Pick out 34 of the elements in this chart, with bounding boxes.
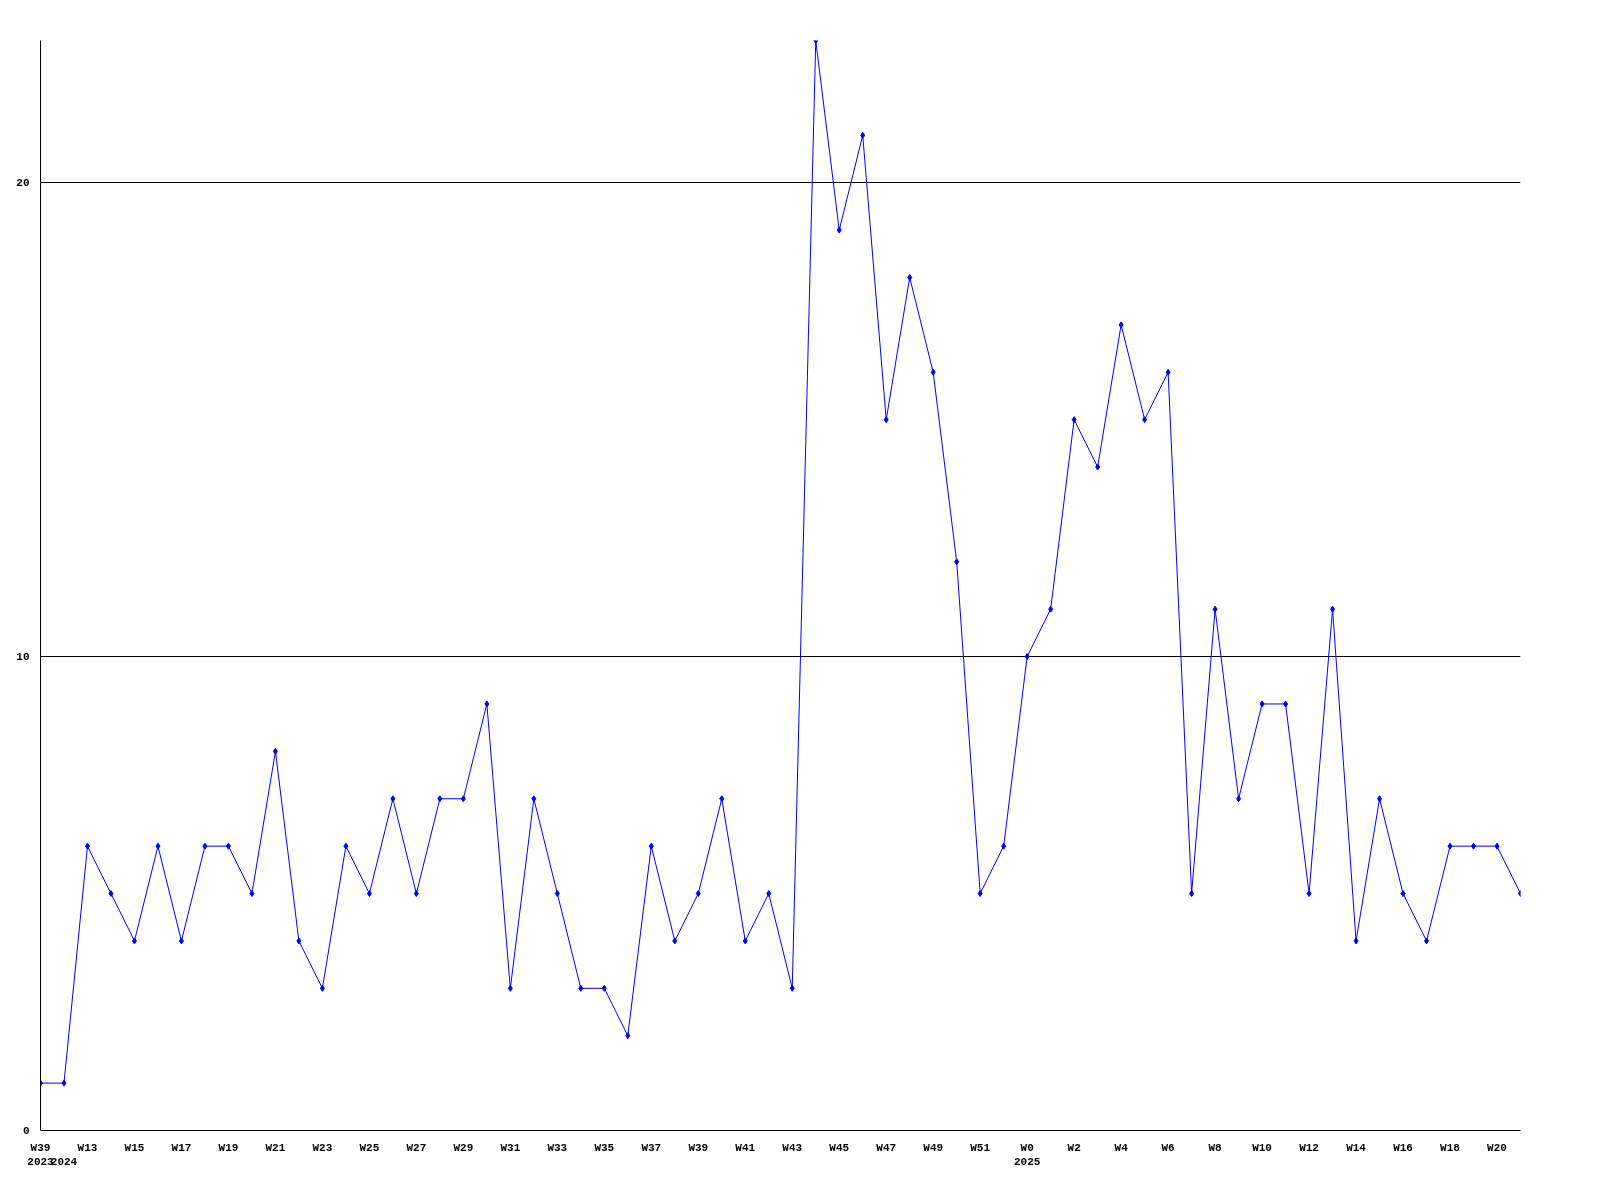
x-tick-label: W12: [1299, 1141, 1319, 1154]
x-tick-label: W33: [547, 1141, 568, 1154]
x-tick-label: W35: [594, 1141, 615, 1154]
x-tick-label: W43: [782, 1141, 803, 1154]
x-tick-label: W51: [970, 1141, 991, 1154]
x-tick-label: W29: [453, 1141, 474, 1154]
x-tick-label: W4: [1114, 1141, 1129, 1154]
x-tick-label: W41: [735, 1141, 756, 1154]
x-tick-label: W14: [1346, 1141, 1367, 1154]
x-tick-label: W37: [641, 1141, 662, 1154]
x-tick-label: W23: [312, 1141, 333, 1154]
x-tick-label: W27: [406, 1141, 427, 1154]
x-tick-label: W39: [688, 1141, 709, 1154]
x-tick-label: W13: [77, 1141, 98, 1154]
x-tick-label: W20: [1487, 1141, 1507, 1154]
x-tick-label: W17: [171, 1141, 192, 1154]
x-tick-label: W49: [923, 1141, 944, 1154]
x-tick-label: W31: [500, 1141, 521, 1154]
x-tick-label: W8: [1208, 1141, 1223, 1154]
x-tick-label: W47: [876, 1141, 897, 1154]
y-tick-label: 20: [16, 177, 30, 190]
y-tick-label: 10: [16, 651, 30, 664]
x-tick-label: W10: [1252, 1141, 1272, 1154]
x-tick-label: W21: [265, 1141, 286, 1154]
x-tick-label: W45: [829, 1141, 850, 1154]
x-tick-label: W25: [359, 1141, 380, 1154]
x-tick-label: W15: [124, 1141, 145, 1154]
x-tick-label: W2: [1067, 1141, 1081, 1154]
x-tick-label: W16: [1393, 1141, 1413, 1154]
x-tick-label: W6: [1161, 1141, 1175, 1154]
x-tick-label: W18: [1440, 1141, 1461, 1154]
x-tick-label: W0 2025: [1013, 1141, 1041, 1168]
y-tick-label: 0: [22, 1125, 30, 1137]
x-tick-label: W19: [218, 1141, 239, 1154]
